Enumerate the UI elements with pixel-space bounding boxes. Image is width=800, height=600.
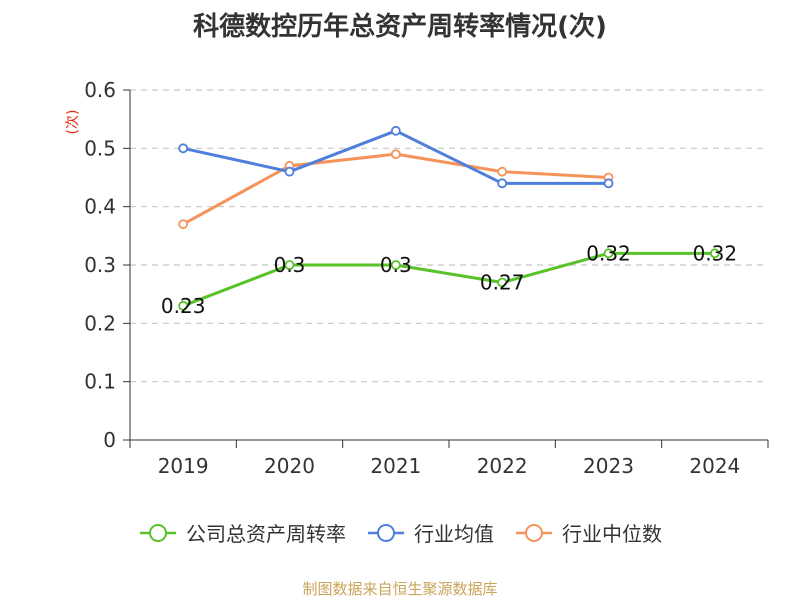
data-point xyxy=(390,149,401,160)
legend-item[interactable]: 行业中位数 xyxy=(514,518,662,547)
legend-swatch xyxy=(368,523,404,542)
x-tick-label: 2020 xyxy=(264,454,315,478)
series-line xyxy=(182,251,715,308)
chart-title: 科德数控历年总资产周转率情况(次) xyxy=(193,12,607,42)
data-point xyxy=(497,178,508,189)
y-tick-label: 0.4 xyxy=(84,195,116,219)
legend-item[interactable]: 行业均值 xyxy=(366,518,494,547)
y-tick-label: 0.5 xyxy=(84,136,116,160)
legend-label: 行业均值 xyxy=(414,522,494,546)
data-point xyxy=(709,248,720,259)
data-point xyxy=(284,166,295,177)
source-note: 制图数据来自恒生聚源数据库 xyxy=(302,580,498,598)
y-tick-label: 0.3 xyxy=(84,253,116,277)
legend-marker xyxy=(525,523,543,542)
series-line xyxy=(182,152,609,226)
legend-marker xyxy=(149,523,167,542)
data-point xyxy=(390,260,401,270)
data-point xyxy=(178,143,189,154)
data-point xyxy=(390,125,401,136)
data-label: 0.32 xyxy=(693,241,738,265)
legend-swatch xyxy=(516,523,552,542)
data-point xyxy=(178,219,189,230)
x-tick-label: 2024 xyxy=(689,454,740,478)
legend-label: 行业中位数 xyxy=(562,522,662,546)
data-point xyxy=(603,248,614,259)
x-tick-label: 2022 xyxy=(477,454,528,478)
y-tick-label: 0.1 xyxy=(84,370,116,394)
x-tick-label: 2021 xyxy=(370,454,421,478)
data-label: 0.3 xyxy=(380,253,412,277)
y-tick-label: 0.6 xyxy=(84,78,116,102)
data-point xyxy=(178,300,189,311)
data-point xyxy=(497,277,508,288)
x-tick-label: 2023 xyxy=(583,454,634,478)
data-label: 0.3 xyxy=(274,253,306,277)
legend-item[interactable]: 公司总资产周转率 xyxy=(138,518,346,547)
data-label: 0.23 xyxy=(161,294,206,318)
data-label: 0.27 xyxy=(480,271,525,295)
legend-label: 公司总资产周转率 xyxy=(186,522,346,546)
data-point xyxy=(497,166,508,177)
legend-marker xyxy=(377,523,395,542)
x-tick-label: 2019 xyxy=(158,454,209,478)
y-tick-label: 0 xyxy=(103,428,116,452)
data-point xyxy=(284,260,295,270)
chart-legend: 公司总资产周转率 行业均值 行业中位数 xyxy=(0,518,800,549)
legend-swatch xyxy=(140,523,176,542)
data-point xyxy=(603,178,614,189)
data-label: 0.32 xyxy=(586,241,631,265)
y-tick-label: 0.2 xyxy=(84,311,116,335)
